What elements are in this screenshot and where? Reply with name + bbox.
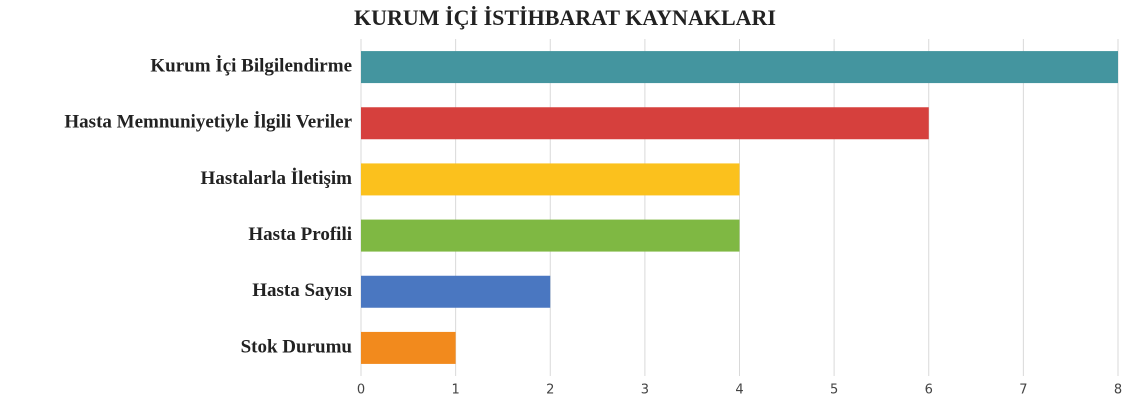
- y-tick-label: Stok Durumu: [241, 336, 353, 357]
- x-tick-label: 1: [451, 383, 459, 398]
- x-tick-label: 0: [357, 383, 365, 398]
- bar: [361, 219, 740, 252]
- y-tick-label: Hasta Memnuniyetiyle İlgili Veriler: [64, 112, 352, 133]
- bar: [361, 275, 551, 308]
- chart-title: KURUM İÇİ İSTİHBARAT KAYNAKLARI: [354, 5, 776, 30]
- bar: [361, 107, 929, 140]
- bar: [361, 331, 456, 364]
- bar: [361, 163, 740, 196]
- x-tick-label: 8: [1114, 383, 1122, 398]
- y-tick-label: Hasta Sayısı: [252, 280, 352, 301]
- x-tick-label: 5: [830, 383, 838, 398]
- bar: [361, 51, 1118, 84]
- x-tick-label: 4: [735, 383, 743, 398]
- y-tick-label: Hasta Profili: [248, 224, 352, 245]
- y-tick-label: Hastalarla İletişim: [201, 168, 353, 189]
- y-tick-label: Kurum İçi Bilgilendirme: [150, 55, 352, 76]
- x-tick-label: 2: [546, 383, 554, 398]
- x-tick-label: 7: [1019, 383, 1027, 398]
- x-tick-label: 6: [925, 383, 933, 398]
- x-tick-label: 3: [641, 383, 649, 398]
